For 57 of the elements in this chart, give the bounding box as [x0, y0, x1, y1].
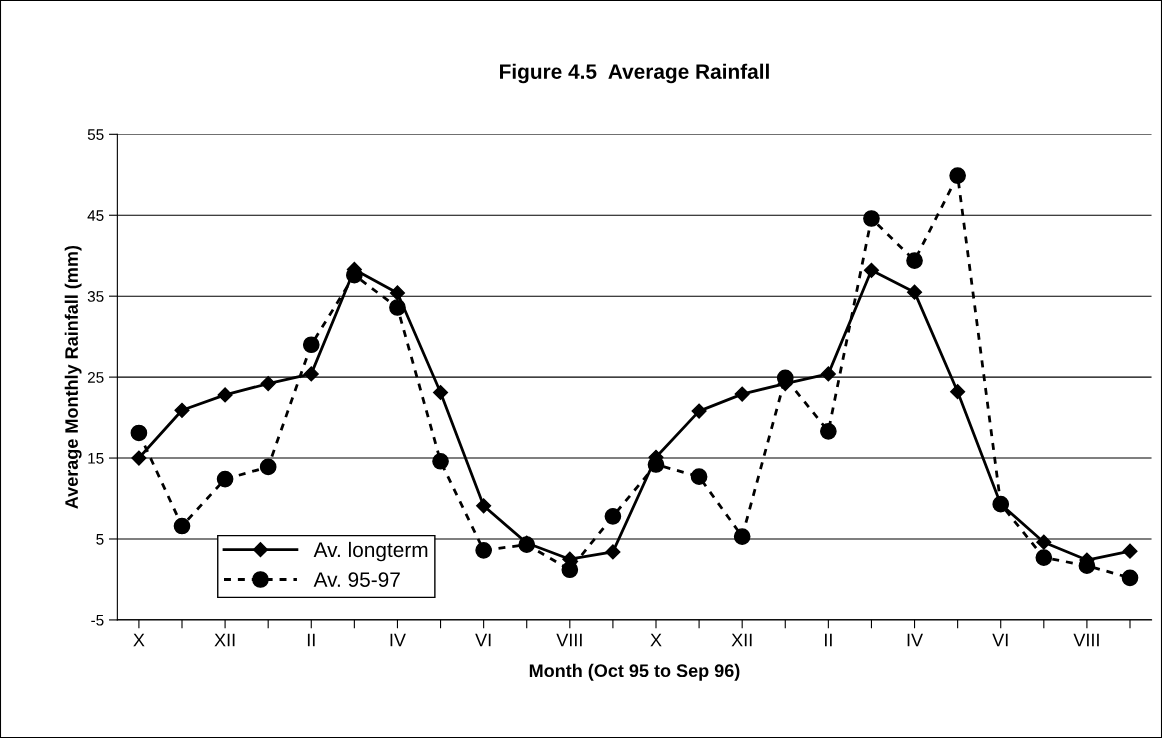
point	[1036, 534, 1052, 550]
point	[949, 167, 966, 184]
point	[173, 517, 191, 535]
x-tick-label: X	[133, 633, 145, 647]
point	[174, 402, 190, 418]
point	[820, 423, 837, 440]
point	[432, 452, 449, 470]
y-tick-label: -5	[91, 614, 104, 626]
x-tick-label: XII	[214, 633, 235, 647]
point	[216, 470, 234, 488]
point	[604, 507, 622, 525]
point	[906, 284, 923, 300]
x-tick-label: IV	[390, 633, 406, 647]
legend-label: Av. longterm	[313, 541, 428, 562]
point	[1035, 549, 1053, 566]
x-tick-label: VI	[475, 633, 491, 647]
point	[863, 210, 880, 227]
point	[733, 528, 751, 545]
point	[906, 252, 923, 269]
point	[691, 403, 707, 419]
x-tick-label: VIII	[556, 633, 582, 647]
point	[863, 262, 880, 278]
x-tick-label: IV	[907, 633, 923, 647]
point	[605, 544, 621, 560]
point	[131, 450, 147, 466]
x-tick-label: VIII	[1073, 633, 1099, 647]
chart-title: Figure 4.5 Average Rainfall	[500, 63, 769, 84]
y-tick-label: 35	[87, 291, 104, 302]
point	[217, 387, 233, 403]
legend-label: Av. 95-97	[313, 572, 400, 587]
point	[302, 336, 320, 354]
y-tick-label: 55	[87, 129, 104, 140]
y-tick-label: 45	[87, 210, 104, 221]
y-axis-title: Average Monthly Rainfall (mm)	[64, 245, 82, 509]
y-tick-label: 25	[87, 371, 104, 383]
point	[475, 541, 492, 559]
y-tick-label: 15	[88, 453, 104, 464]
point	[1122, 543, 1138, 559]
point	[303, 366, 319, 382]
point	[820, 366, 836, 382]
x-tick-label: XII	[731, 633, 752, 647]
x-tick-label: X	[650, 633, 662, 647]
x-tick-label: VI	[992, 633, 1008, 647]
x-tick-label: II	[307, 633, 315, 647]
point	[690, 468, 708, 486]
point	[476, 498, 492, 514]
point	[1121, 569, 1139, 587]
point	[432, 384, 449, 401]
point	[259, 458, 277, 476]
point	[130, 424, 148, 442]
point	[734, 386, 750, 402]
point	[950, 384, 966, 400]
x-axis-title: Month (Oct 95 to Sep 96)	[529, 663, 740, 681]
y-tick-label: 5	[96, 534, 104, 545]
point	[389, 285, 406, 301]
x-tick-label: II	[825, 633, 832, 647]
point	[260, 376, 276, 392]
